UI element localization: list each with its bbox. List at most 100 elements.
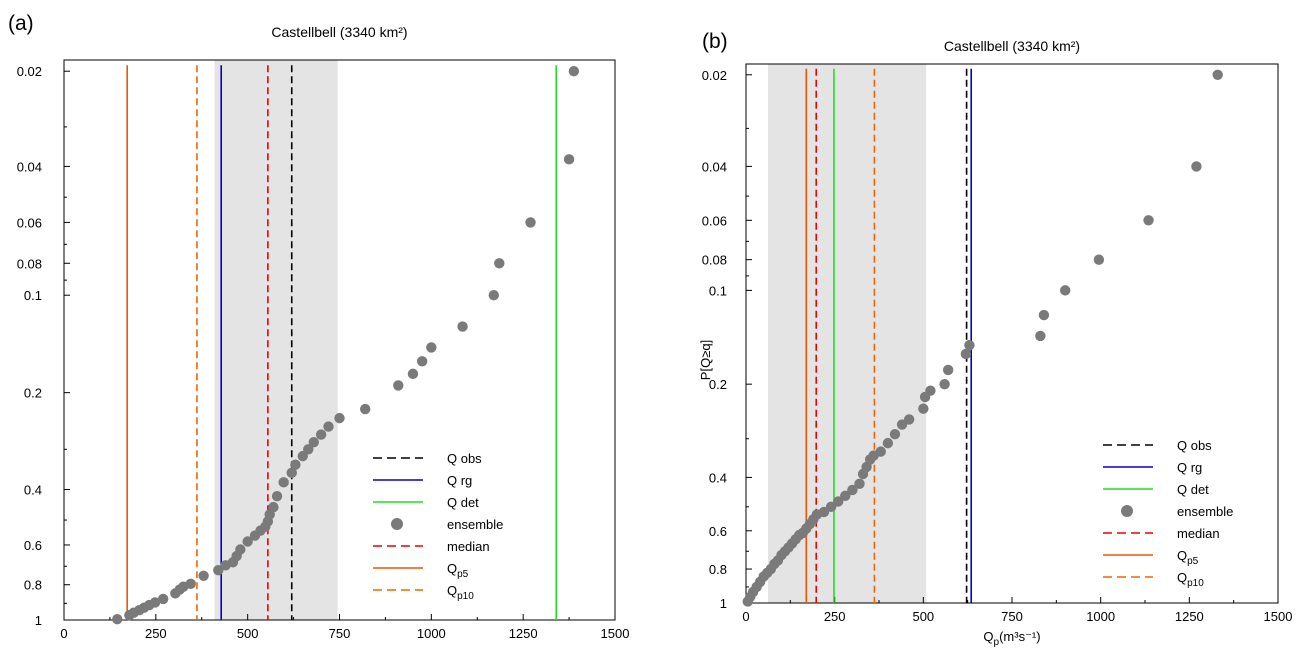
y-tick-label: 0.04 <box>17 159 42 174</box>
ensemble-point <box>1038 309 1050 321</box>
ensemble-point <box>964 340 975 351</box>
ensemble-point <box>235 544 246 555</box>
ensemble-point <box>416 356 428 367</box>
ensemble-point <box>840 490 851 502</box>
ensemble-point <box>825 501 837 512</box>
x-tick-label: 1500 <box>601 626 630 641</box>
y-tick-label: 0.02 <box>17 64 42 79</box>
ensemble-range-band <box>767 64 927 603</box>
x-tick-label: 750 <box>1001 609 1023 624</box>
legend-label: median <box>1177 526 1220 541</box>
x-tick-label: 1000 <box>1086 609 1115 624</box>
panel-b: 0 250 500 750 1000 1250 1500 0.02 0.04 0.06 0.08 0.… <box>698 30 1292 648</box>
ensemble-point <box>308 436 319 448</box>
ensemble-point <box>213 564 224 576</box>
ensemble-point <box>242 536 253 547</box>
x-tick-label: 0 <box>60 626 67 641</box>
ensemble-point <box>1035 330 1046 342</box>
ensemble-point <box>942 364 954 376</box>
legend-item: Qp10 <box>373 583 474 602</box>
legend-item: Qp5 <box>1103 548 1199 567</box>
x-tick-label: 1250 <box>509 626 538 641</box>
ensemble-point <box>286 467 297 479</box>
ensemble-point <box>568 66 580 77</box>
ensemble-point <box>271 490 283 502</box>
ensemble-point <box>903 414 915 425</box>
x-tick-label: 250 <box>824 609 846 624</box>
ensemble-point <box>939 378 950 390</box>
ensemble-point <box>854 478 865 490</box>
ensemble-point <box>268 501 279 513</box>
ensemble-point <box>1143 215 1154 226</box>
ensemble-point <box>1191 161 1202 172</box>
ensemble-point <box>198 570 209 582</box>
legend-item: Q obs <box>373 451 482 466</box>
ensemble-point <box>847 484 858 496</box>
ensemble-point <box>525 217 536 228</box>
ensemble-point <box>334 412 345 424</box>
ensemble-point <box>323 421 334 432</box>
ensemble-point <box>875 446 886 457</box>
legend-item: Q det <box>373 495 479 510</box>
y-tick-label: 0.02 <box>702 68 727 83</box>
legend-label: Q det <box>447 495 479 510</box>
x-tick-label: 500 <box>912 609 934 624</box>
y-tick-label: 0.2 <box>24 386 42 401</box>
x-tick-label: 1500 <box>1264 609 1293 624</box>
ensemble-point <box>882 437 894 449</box>
x-tick-label: 1250 <box>1175 609 1204 624</box>
y-tick-label: 0.06 <box>17 215 42 230</box>
ensemble-point <box>112 614 123 625</box>
legend-label: Q rg <box>447 473 472 488</box>
y-tick-label: 0.6 <box>24 538 42 553</box>
legend-label: Q rg <box>1177 460 1202 475</box>
chart-title: Castellbell (3340 km²) <box>271 24 407 40</box>
ensemble-point <box>315 429 327 440</box>
ensemble-point <box>185 578 196 590</box>
x-tick-label: 750 <box>329 626 351 641</box>
ensemble-point <box>563 154 575 165</box>
ensemble-point <box>457 321 468 332</box>
x-tick-label: 250 <box>145 626 167 641</box>
ensemble-point <box>960 348 972 360</box>
ensemble-point <box>407 368 419 380</box>
x-axis-label: Qp(m³s⁻¹) <box>983 629 1040 648</box>
ensemble-point <box>1093 254 1105 265</box>
ensemble-point <box>426 342 437 353</box>
legend-label: median <box>447 539 490 554</box>
y-tick-label: 0.08 <box>17 256 42 271</box>
y-tick-label: 0.2 <box>709 377 727 392</box>
legend-item: Qp5 <box>373 561 469 580</box>
legend-item: Q det <box>1103 482 1209 497</box>
panel-a: 0 250 500 750 1000 1250 1500 0.02 0.04 0.06 0.08 0.… <box>8 12 629 641</box>
legend-label: Q obs <box>1177 438 1212 453</box>
legend-item: ensemble <box>1121 504 1233 519</box>
y-tick-label: 0.1 <box>709 283 727 298</box>
y-tick-label: 0.4 <box>24 483 42 498</box>
legend-marker <box>391 518 403 530</box>
ensemble-point <box>889 428 901 440</box>
legend-item: median <box>373 539 490 554</box>
y-tick-label: 0.8 <box>24 578 42 593</box>
legend-label: Qp5 <box>447 561 469 580</box>
ensemble-point <box>393 380 404 391</box>
y-tick-label: 0.06 <box>702 213 727 228</box>
y-tick-label: 0.08 <box>702 253 727 268</box>
panel-label: (b) <box>702 30 728 53</box>
y-tick-label: 0.6 <box>709 524 727 539</box>
ensemble-point <box>303 444 314 455</box>
ensemble-point <box>157 593 169 605</box>
legend-label: Qp10 <box>447 583 474 602</box>
y-tick-label: 1 <box>35 613 42 628</box>
y-tick-label: 0.4 <box>709 470 727 485</box>
legend-item: median <box>1103 526 1220 541</box>
legend-label: Q det <box>1177 482 1209 497</box>
legend-label: ensemble <box>447 517 503 532</box>
y-axis-label: P[Q≥q] <box>698 340 713 380</box>
legend-item: Q obs <box>1103 438 1212 453</box>
chart-title: Castellbell (3340 km²) <box>944 38 1080 54</box>
ensemble-point <box>494 258 505 269</box>
x-tick-label: 500 <box>237 626 259 641</box>
x-tick-label: 0 <box>742 609 749 624</box>
ensemble-point <box>149 597 161 608</box>
